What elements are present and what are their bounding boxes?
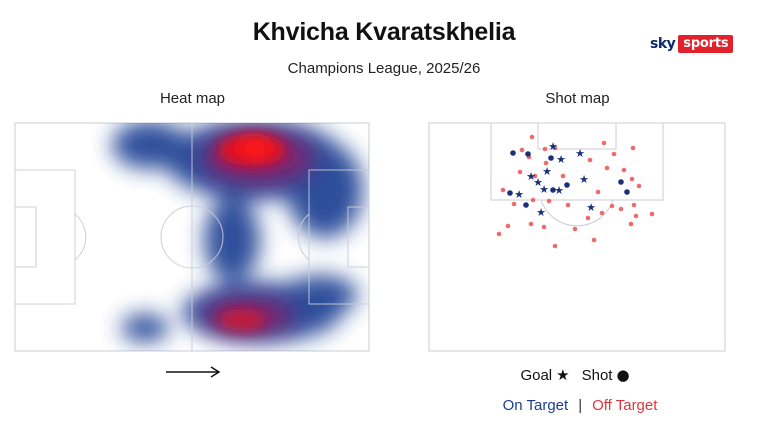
- shot-dot: [525, 151, 531, 157]
- goal-star-icon: ★: [526, 170, 536, 183]
- shot-dot: [609, 203, 615, 209]
- shot-dot: [530, 197, 536, 203]
- shot-dot: [604, 165, 610, 171]
- shotmap-pitch: [428, 122, 726, 352]
- heatmap-pitch: [14, 122, 370, 352]
- shot-dot: [552, 145, 558, 151]
- shot-dot: [611, 151, 617, 157]
- legend-shot-label: Shot: [581, 366, 613, 384]
- shot-dot: [550, 187, 556, 193]
- shot-dot: [564, 182, 570, 188]
- shotmap-label: Shot map: [545, 90, 610, 107]
- goal-star-icon: ★: [556, 366, 570, 384]
- shots-goals: ★ ★ ★ ★ ★ ★ ★ ★ ★ ★ ★ ★: [514, 140, 596, 219]
- logo-sky-text: sky: [650, 36, 676, 52]
- shot-dot: [621, 167, 627, 173]
- shot-dot: [523, 202, 529, 208]
- shot-dot: [631, 202, 637, 208]
- legend-off-target: Off Target: [592, 397, 658, 414]
- goal-star-icon: ★: [539, 183, 549, 196]
- heatmap-blobs: [112, 123, 363, 342]
- shot-dot: [633, 213, 639, 219]
- shot-dot: [517, 169, 523, 175]
- goal-star-icon: ★: [579, 173, 589, 186]
- shots-off-target: [496, 134, 655, 249]
- shot-dot: [601, 140, 607, 146]
- goal-star-icon: ★: [548, 140, 558, 153]
- shot-dot: [585, 215, 591, 221]
- shot-dot: [624, 189, 630, 195]
- goal-star-icon: ★: [514, 188, 524, 201]
- legend-symbols: Goal ★ Shot ●: [505, 366, 645, 384]
- heatmap-label: Heat map: [159, 90, 226, 107]
- shot-dot: [587, 157, 593, 163]
- shot-dot: [529, 134, 535, 140]
- legend-separator: |: [578, 397, 583, 414]
- shot-dot: [599, 210, 605, 216]
- legend-target: On Target | Off Target: [470, 397, 690, 414]
- shot-dot: [618, 206, 624, 212]
- shot-dot: [511, 201, 517, 207]
- shot-dot: [591, 237, 597, 243]
- shot-dot: [510, 150, 516, 156]
- shot-dot: [507, 190, 513, 196]
- shot-dot: [496, 231, 502, 237]
- shot-dot: [618, 179, 624, 185]
- shot-dot: [505, 223, 511, 229]
- shot-dot: [548, 155, 554, 161]
- shot-dot: [595, 189, 601, 195]
- shot-dot: [546, 198, 552, 204]
- goal-star-icon: ★: [554, 184, 564, 197]
- goal-star-icon: ★: [556, 153, 566, 166]
- goal-star-icon: ★: [542, 165, 552, 178]
- shot-dot: [543, 160, 549, 166]
- shot-dot: [500, 187, 506, 193]
- shot-dot: [628, 221, 634, 227]
- shot-dot: [560, 173, 566, 179]
- shot-dot: [649, 211, 655, 217]
- arrow-right-icon: [166, 366, 221, 378]
- legend-goal-label: Goal: [520, 366, 553, 384]
- shot-dot: [528, 221, 534, 227]
- logo-sports-badge: sports: [678, 35, 734, 53]
- shot-dot: [630, 145, 636, 151]
- shot-dot-icon: ●: [616, 366, 630, 384]
- sky-sports-logo: sky sports: [650, 34, 734, 54]
- page-subtitle: Champions League, 2025/26: [287, 60, 481, 77]
- goal-star-icon: ★: [533, 176, 543, 189]
- shot-dot: [532, 173, 538, 179]
- shot-dot: [572, 226, 578, 232]
- shot-dot: [541, 224, 547, 230]
- goal-star-icon: ★: [586, 201, 596, 214]
- shot-dot: [519, 147, 525, 153]
- shot-dot: [565, 202, 571, 208]
- shot-dot: [542, 146, 548, 152]
- goal-star-icon: ★: [536, 206, 546, 219]
- shot-dot: [636, 183, 642, 189]
- shots-on-target: [507, 150, 630, 208]
- shot-dot: [552, 243, 558, 249]
- shot-dot: [629, 176, 635, 182]
- legend-on-target: On Target: [502, 397, 569, 414]
- goal-star-icon: ★: [575, 147, 585, 160]
- page-title: Khvicha Kvaratskhelia: [252, 18, 516, 46]
